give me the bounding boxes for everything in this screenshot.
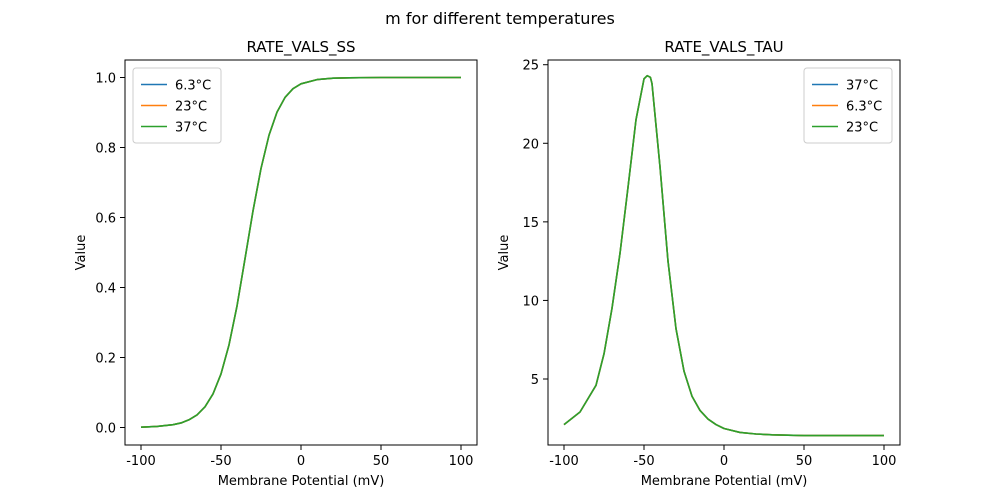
y-tick-label-ss-2: 0.4 [95, 282, 116, 297]
chart-title-ss: RATE_VALS_SS [246, 38, 355, 57]
panel-tau: RATE_VALS_TAU -100 -50 0 50 100 5 10 15 20 25 Membr… [497, 38, 901, 489]
legend-ss: 6.3°C 23°C 37°C [132, 67, 222, 144]
x-tick-label-tau-4: 100 [872, 454, 897, 469]
legend-label-tau-1: 6.3°C [846, 100, 882, 115]
y-tick-label-tau-3: 20 [522, 137, 539, 152]
x-tick-label-ss-4: 100 [449, 454, 474, 469]
legend-box-tau [803, 67, 893, 144]
y-tick-label-ss-4: 0.8 [95, 142, 116, 157]
legend-label-ss-2: 37°C [175, 121, 207, 136]
legend-label-ss-1: 23°C [175, 100, 207, 115]
x-tick-label-tau-3: 50 [796, 454, 813, 469]
y-tick-label-tau-4: 25 [522, 59, 539, 74]
series-line-ss-2 [140, 76, 461, 428]
x-axis-label-ss: Membrane Potential (mV) [218, 474, 385, 489]
y-tick-label-tau-1: 10 [522, 294, 539, 309]
chart-title-tau: RATE_VALS_TAU [664, 38, 783, 57]
legend-box-ss [132, 67, 222, 144]
x-tick-label-tau-1: -50 [633, 454, 654, 469]
panel-ss: RATE_VALS_SS -100 -50 0 50 100 0.0 0.2 0.4 0.6 0.8… [74, 38, 478, 489]
legend-tau: 37°C 6.3°C 23°C [803, 67, 893, 144]
y-tick-label-tau-0: 5 [531, 373, 539, 388]
y-tick-label-ss-1: 0.2 [95, 352, 116, 367]
legend-label-tau-0: 37°C [846, 79, 878, 94]
x-tick-label-ss-0: -100 [126, 454, 156, 469]
y-tick-label-ss-5: 1.0 [95, 72, 116, 87]
series-lines-ss [140, 76, 461, 428]
series-line-tau-2 [563, 74, 884, 437]
x-tick-label-ss-2: 0 [297, 454, 305, 469]
y-tick-label-ss-0: 0.0 [95, 422, 116, 437]
y-tick-label-tau-2: 15 [522, 216, 539, 231]
x-axis-label-tau: Membrane Potential (mV) [641, 474, 808, 489]
x-tick-label-tau-0: -100 [549, 454, 579, 469]
legend-label-tau-2: 23°C [846, 121, 878, 136]
figure-suptitle: m for different temperatures [385, 9, 615, 28]
legend-label-ss-0: 6.3°C [175, 79, 211, 94]
y-tick-label-ss-3: 0.6 [95, 212, 116, 227]
y-axis-label-ss: Value [74, 235, 89, 271]
x-tick-label-tau-2: 0 [720, 454, 728, 469]
y-axis-label-tau: Value [497, 235, 512, 271]
x-tick-label-ss-3: 50 [373, 454, 390, 469]
x-tick-label-ss-1: -50 [210, 454, 231, 469]
series-lines-tau [563, 74, 884, 437]
